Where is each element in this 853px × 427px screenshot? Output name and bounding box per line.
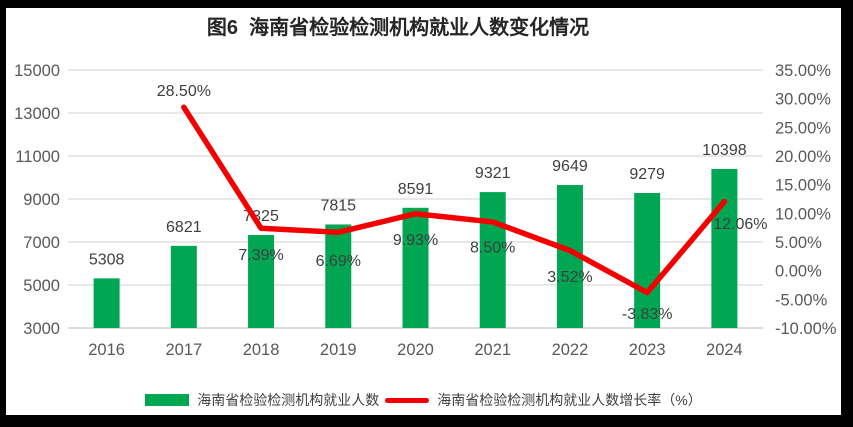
x-axis-category-label: 2024 (706, 341, 743, 359)
x-axis-category-label: 2016 (88, 341, 125, 359)
growth-rate-label: 9.93% (393, 232, 438, 249)
x-axis-category-label: 2020 (397, 341, 434, 359)
bar-value-label: 6821 (166, 219, 202, 236)
y2-axis-tick-label: 30.00% (775, 91, 831, 109)
bar-2017 (170, 245, 197, 328)
y2-axis-tick-label: 10.00% (775, 205, 831, 223)
legend-bar-label: 海南省检验检测机构就业人数 (197, 392, 380, 408)
bar-2021 (479, 192, 506, 328)
y2-axis-tick-label: 20.00% (775, 148, 831, 166)
y-axis-tick-label: 5000 (23, 277, 60, 295)
bar-value-label: 9649 (552, 158, 588, 175)
y2-axis-tick-label: 35.00% (775, 62, 831, 80)
y2-axis-tick-label: 0.00% (775, 263, 822, 281)
y2-axis-tick-label: 15.00% (775, 177, 831, 195)
y2-axis-tick-label: 5.00% (775, 234, 822, 252)
y2-axis-tick-label: -10.00% (775, 320, 837, 338)
bar-2023 (634, 193, 661, 328)
y-axis-tick-label: 7000 (23, 234, 60, 252)
bar-value-label: 9321 (475, 165, 511, 182)
bar-2020 (402, 207, 429, 328)
y-axis-tick-label: 11000 (15, 148, 60, 166)
bar-2024 (711, 168, 738, 328)
x-axis-category-label: 2018 (243, 341, 280, 359)
x-axis-category-label: 2017 (165, 341, 202, 359)
legend-item-employment: 海南省检验检测机构就业人数 (145, 390, 379, 410)
growth-rate-label: 12.06% (713, 216, 767, 233)
legend-line-swatch (385, 397, 430, 403)
bar-value-label: 10398 (702, 142, 747, 159)
growth-rate-label: 8.50% (470, 239, 515, 256)
x-axis-category-label: 2021 (474, 341, 511, 359)
growth-rate-label: -3.83% (622, 306, 673, 323)
bar-value-label: 7815 (320, 197, 356, 214)
y-axis-tick-label: 9000 (23, 191, 60, 209)
chart-title: 图6 海南省检验检测机构就业人数变化情况 (206, 17, 590, 39)
growth-rate-label: 6.69% (316, 253, 361, 270)
growth-rate-label: 28.50% (157, 83, 211, 100)
y2-axis-tick-label: -5.00% (775, 291, 828, 309)
y-axis-tick-label: 13000 (14, 105, 60, 123)
y2-axis-tick-label: 25.00% (775, 119, 831, 137)
x-axis-category-label: 2023 (629, 341, 666, 359)
y-axis-tick-label: 3000 (23, 320, 60, 338)
legend-item-growth-rate: 海南省检验检测机构就业人数增长率（%） (385, 390, 702, 410)
y-axis-tick-label: 15000 (14, 62, 60, 80)
legend-line-label: 海南省检验检测机构就业人数增长率（%） (437, 392, 702, 408)
x-axis-category-label: 2019 (320, 341, 357, 359)
chart-legend: 海南省检验检测机构就业人数 海南省检验检测机构就业人数增长率（%） (6, 390, 841, 410)
growth-rate-label: 7.39% (238, 247, 283, 264)
bar-value-label: 5308 (89, 251, 125, 268)
bar-2019 (325, 224, 352, 328)
growth-rate-label: 3.52% (547, 269, 592, 286)
bar-2018 (248, 235, 275, 328)
growth-rate-line (181, 104, 728, 296)
x-axis-category-label: 2022 (552, 341, 589, 359)
bar-value-label: 8591 (398, 181, 434, 198)
bar-2016 (93, 278, 120, 328)
bar-value-label: 9279 (629, 166, 665, 183)
legend-bar-swatch (145, 394, 190, 406)
